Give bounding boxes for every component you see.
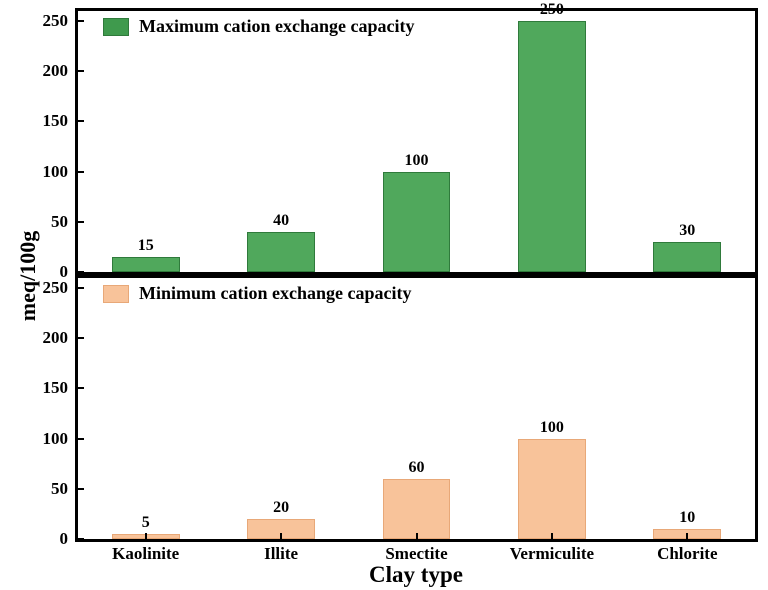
y-tick-mark	[78, 221, 84, 223]
legend-minimum: Minimum cation exchange capacity	[103, 283, 411, 304]
bar-value-label: 20	[273, 499, 289, 517]
bar-minimum	[383, 479, 451, 539]
x-tick-mark	[145, 533, 147, 539]
y-tick-mark	[78, 120, 84, 122]
x-axis-title: Clay type	[369, 562, 463, 588]
y-tick-mark	[78, 20, 84, 22]
bar-value-label: 40	[273, 212, 289, 230]
x-category-label: Chlorite	[657, 544, 717, 564]
y-tick-label: 150	[30, 111, 68, 131]
y-tick-mark	[78, 337, 84, 339]
bar-minimum	[518, 439, 586, 539]
x-category-label: Kaolinite	[112, 544, 179, 564]
bar-maximum	[383, 172, 451, 272]
y-tick-label: 0	[30, 529, 68, 549]
y-tick-label: 100	[30, 162, 68, 182]
bar-value-label: 250	[540, 1, 564, 19]
x-tick-mark	[280, 533, 282, 539]
y-tick-label: 200	[30, 328, 68, 348]
y-tick-label: 50	[30, 479, 68, 499]
y-tick-mark	[78, 438, 84, 440]
x-category-label: Smectite	[385, 544, 447, 564]
y-tick-mark	[78, 387, 84, 389]
bar-maximum	[653, 242, 721, 272]
legend-text-minimum: Minimum cation exchange capacity	[139, 283, 411, 304]
legend-text-maximum: Maximum cation exchange capacity	[139, 16, 414, 37]
y-tick-mark	[78, 287, 84, 289]
legend-swatch-maximum	[103, 18, 129, 36]
y-tick-label: 250	[30, 278, 68, 298]
bar-maximum	[112, 257, 180, 272]
x-category-label: Vermiculite	[510, 544, 594, 564]
y-tick-mark	[78, 271, 84, 273]
figure-root: meq/100g Clay type Maximum cation exchan…	[0, 0, 768, 590]
bar-value-label: 5	[142, 514, 150, 532]
y-tick-label: 150	[30, 378, 68, 398]
y-tick-mark	[78, 488, 84, 490]
bar-value-label: 15	[138, 237, 154, 255]
bar-maximum	[518, 21, 586, 272]
y-tick-label: 50	[30, 212, 68, 232]
bar-value-label: 10	[679, 509, 695, 527]
y-tick-label: 200	[30, 61, 68, 81]
y-tick-label: 250	[30, 11, 68, 31]
bar-maximum	[247, 232, 315, 272]
bar-value-label: 30	[679, 222, 695, 240]
y-tick-mark	[78, 538, 84, 540]
x-tick-mark	[686, 533, 688, 539]
x-tick-mark	[551, 533, 553, 539]
x-tick-mark	[416, 533, 418, 539]
bar-value-label: 100	[405, 152, 429, 170]
y-tick-mark	[78, 171, 84, 173]
y-tick-mark	[78, 70, 84, 72]
x-category-label: Illite	[264, 544, 298, 564]
y-tick-label: 100	[30, 429, 68, 449]
bar-value-label: 100	[540, 419, 564, 437]
legend-maximum: Maximum cation exchange capacity	[103, 16, 414, 37]
legend-swatch-minimum	[103, 285, 129, 303]
bar-value-label: 60	[409, 459, 425, 477]
